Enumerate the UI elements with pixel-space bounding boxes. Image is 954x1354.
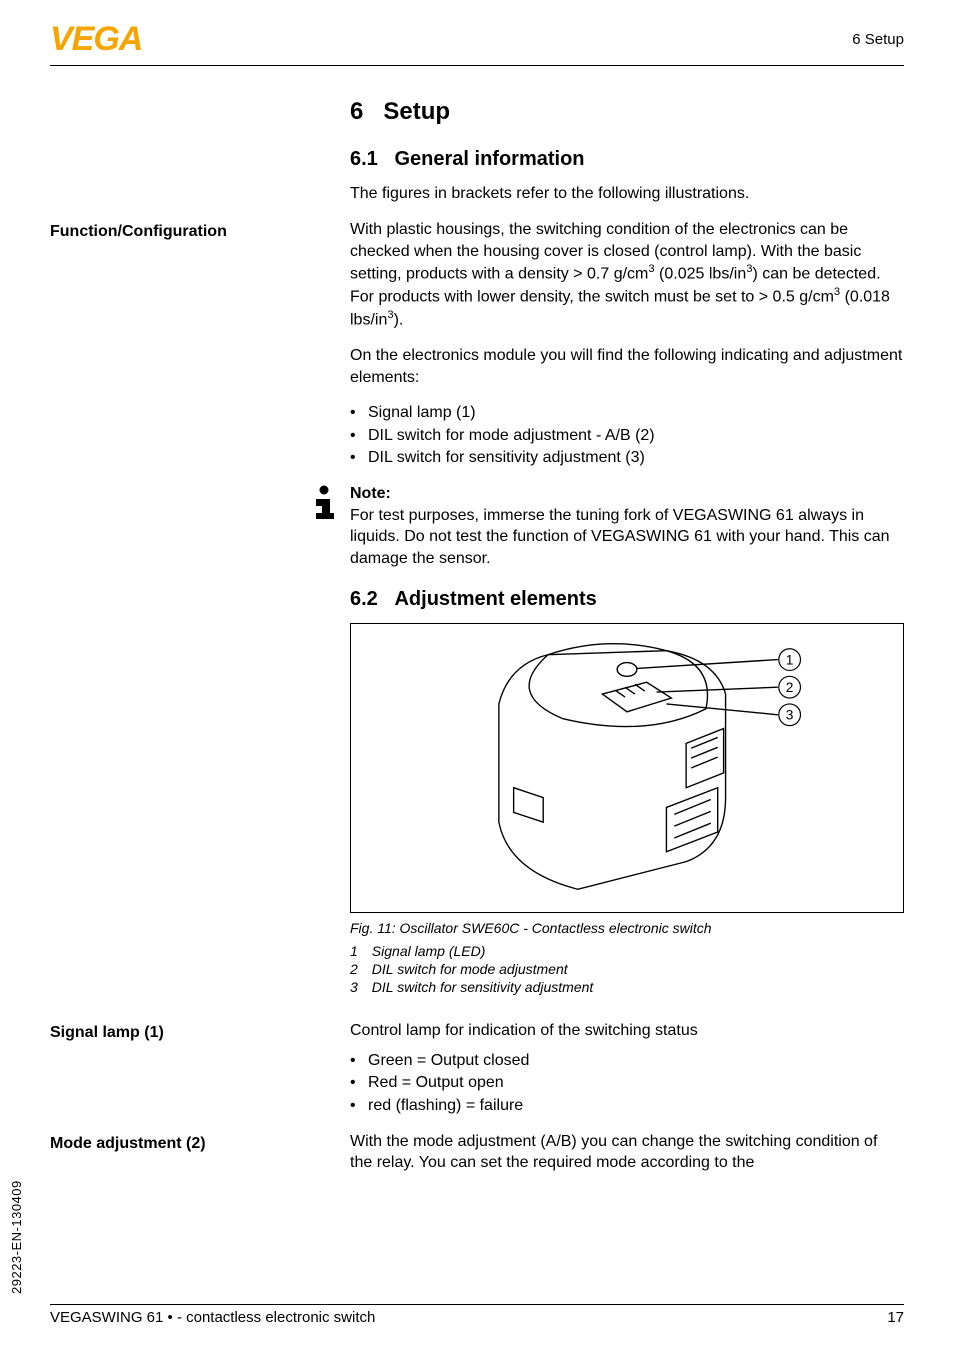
function-paragraph-1: With plastic housings, the switching con…: [350, 219, 904, 331]
list-item: DIL switch for sensitivity adjustment (3…: [350, 447, 904, 469]
info-icon: [312, 483, 336, 569]
subsection-heading-6-2: 6.2 Adjustment elements: [350, 586, 904, 613]
legend-num: 3: [350, 978, 358, 996]
figure-legend: 1 Signal lamp (LED) 2 DIL switch for mode …: [350, 942, 904, 997]
side-label-mode-adjustment: Mode adjustment (2): [50, 1135, 330, 1153]
list-item: Green = Output closed: [350, 1050, 904, 1072]
intro-paragraph: The figures in brackets refer to the fol…: [350, 183, 904, 205]
side-label-signal-lamp: Signal lamp (1): [50, 1024, 330, 1042]
subsection-title: General information: [394, 148, 584, 170]
note-body: For test purposes, immerse the tuning fo…: [350, 505, 904, 570]
footer-page-number: 17: [887, 1309, 904, 1326]
subsection-number: 6.2: [350, 588, 378, 610]
section-heading: 6 Setup: [350, 96, 904, 128]
signal-lamp-paragraph: Control lamp for indication of the switc…: [350, 1020, 904, 1042]
figure-box: 1 2 3: [350, 623, 904, 913]
list-item: Red = Output open: [350, 1072, 904, 1094]
list-item: red (flashing) = failure: [350, 1095, 904, 1117]
note-block: Note: For test purposes, immerse the tun…: [312, 483, 904, 569]
list-item: Signal lamp (1): [350, 402, 904, 424]
header-section-label: 6 Setup: [852, 31, 904, 48]
legend-text: DIL switch for mode adjustment: [372, 960, 568, 978]
legend-text: Signal lamp (LED): [372, 942, 486, 960]
legend-num: 1: [350, 942, 358, 960]
callout-1: 1: [786, 652, 794, 667]
function-list: Signal lamp (1) DIL switch for mode adju…: [350, 402, 904, 469]
section-title: Setup: [383, 98, 450, 125]
signal-lamp-list: Green = Output closed Red = Output open …: [350, 1050, 904, 1117]
subsection-title: Adjustment elements: [394, 588, 596, 610]
subsection-number: 6.1: [350, 148, 378, 170]
page-footer: VEGASWING 61 • - contactless electronic …: [50, 1304, 904, 1326]
mode-adjustment-paragraph: With the mode adjustment (A/B) you can c…: [350, 1131, 904, 1174]
figure-caption: Fig. 11: Oscillator SWE60C - Contactless…: [350, 919, 904, 938]
brand-logo: VEGA: [50, 20, 142, 59]
function-paragraph-2: On the electronics module you will find …: [350, 345, 904, 388]
document-code-vertical: 29223-EN-130409: [9, 1180, 24, 1294]
side-label-function: Function/Configuration: [50, 223, 330, 241]
callout-2: 2: [786, 680, 794, 695]
legend-text: DIL switch for sensitivity adjustment: [372, 978, 594, 996]
text-part: ).: [394, 311, 404, 328]
legend-num: 2: [350, 960, 358, 978]
footer-left: VEGASWING 61 • - contactless electronic …: [50, 1309, 375, 1326]
subsection-heading-6-1: 6.1 General information: [350, 146, 904, 173]
callout-3: 3: [786, 707, 794, 722]
note-title: Note:: [350, 483, 904, 505]
section-number: 6: [350, 98, 363, 125]
text-part: (0.025 lbs/in: [655, 266, 747, 283]
list-item: DIL switch for mode adjustment - A/B (2): [350, 425, 904, 447]
